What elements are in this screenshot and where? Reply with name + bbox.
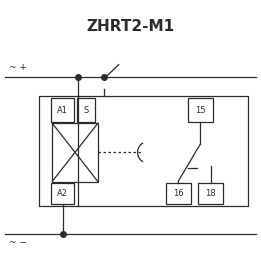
Text: S: S (84, 106, 89, 115)
Bar (77, 98, 95, 122)
Bar (51, 98, 74, 122)
Text: A2: A2 (57, 189, 68, 198)
Text: 16: 16 (173, 189, 183, 198)
Bar (39, 96, 248, 206)
Bar (51, 183, 74, 204)
Text: 15: 15 (195, 106, 206, 115)
Bar (188, 98, 213, 122)
Text: ~ −: ~ − (9, 238, 27, 247)
Bar (198, 183, 223, 204)
Bar (52, 123, 98, 182)
Text: A1: A1 (57, 106, 68, 115)
Text: ZHRT2-M1: ZHRT2-M1 (86, 19, 175, 34)
Text: ~ +: ~ + (9, 64, 27, 72)
Text: 18: 18 (205, 189, 216, 198)
Bar (166, 183, 191, 204)
